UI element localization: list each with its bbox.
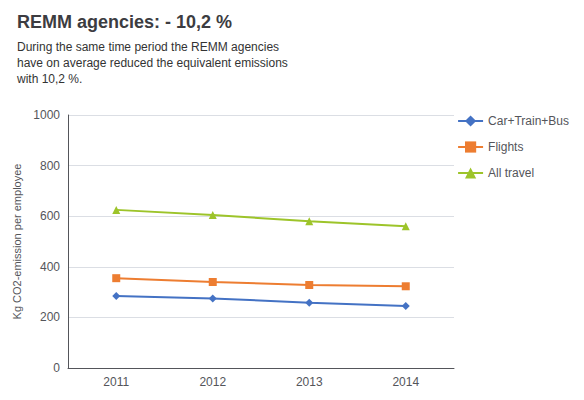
svg-text:All travel: All travel	[488, 166, 534, 180]
svg-text:Flights: Flights	[488, 140, 523, 154]
svg-text:0: 0	[53, 361, 60, 375]
svg-text:2012: 2012	[199, 375, 226, 389]
svg-text:800: 800	[40, 159, 60, 173]
svg-text:During the same time period th: During the same time period the REMM age…	[17, 40, 279, 54]
svg-text:2011: 2011	[103, 375, 129, 389]
svg-text:Car+Train+Bus: Car+Train+Bus	[488, 114, 569, 128]
svg-text:with 10,2 %.: with 10,2 %.	[16, 72, 82, 86]
svg-text:200: 200	[40, 310, 60, 324]
svg-text:REMM agencies: - 10,2 %: REMM agencies: - 10,2 %	[17, 12, 232, 32]
svg-text:1000: 1000	[33, 108, 60, 122]
svg-text:400: 400	[40, 260, 60, 274]
svg-text:600: 600	[40, 209, 60, 223]
svg-text:Kg CO2-emission per employee: Kg CO2-emission per employee	[11, 164, 23, 320]
svg-text:2013: 2013	[296, 375, 323, 389]
svg-text:have on average reduced the eq: have on average reduced the equivalent e…	[17, 56, 288, 70]
svg-text:2014: 2014	[392, 375, 419, 389]
